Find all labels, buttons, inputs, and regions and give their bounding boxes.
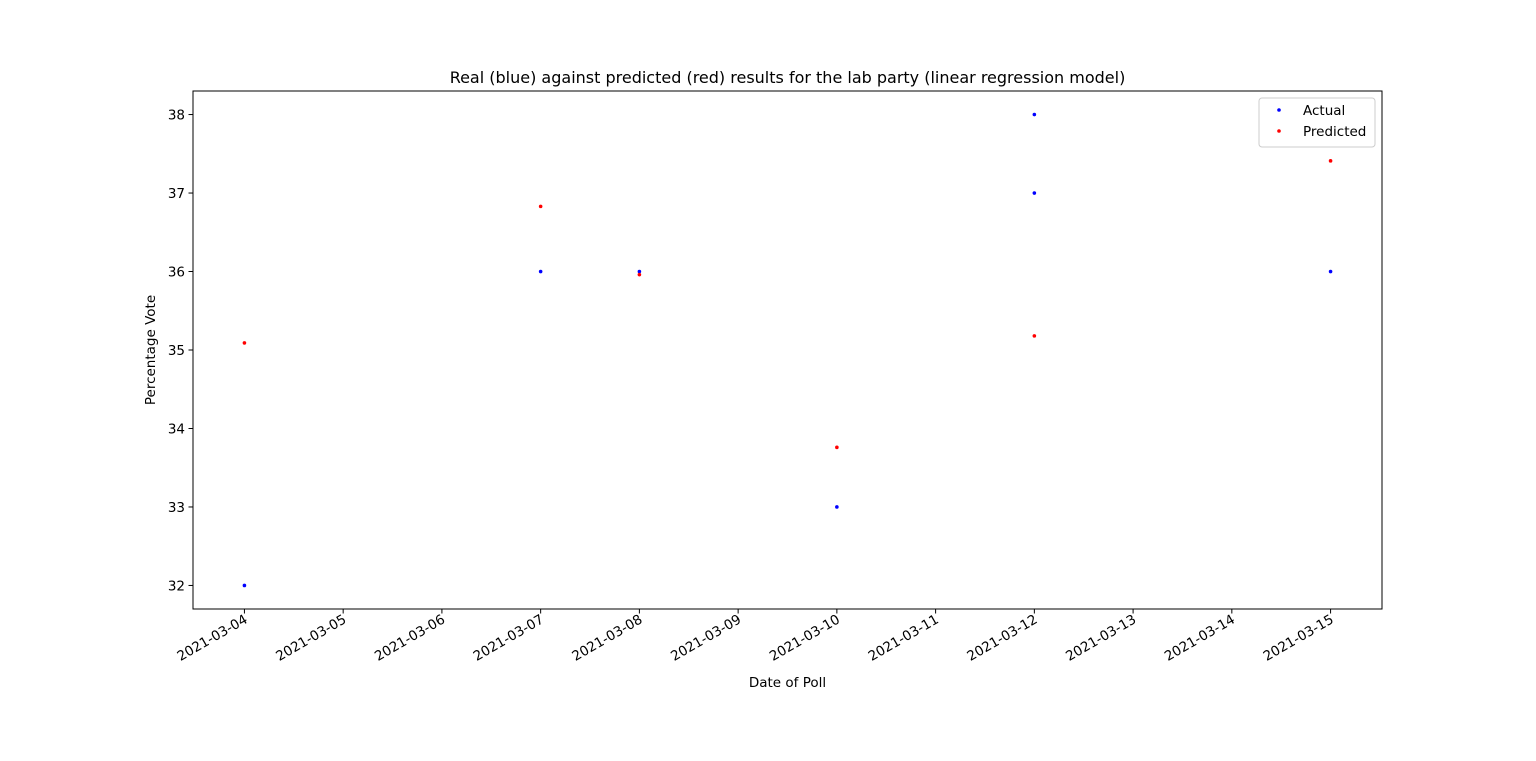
y-tick-label: 34 xyxy=(168,421,185,437)
legend-marker-predicted xyxy=(1277,129,1281,133)
legend-box xyxy=(1258,97,1376,148)
legend-marker-actual xyxy=(1277,108,1281,112)
actual-point xyxy=(538,269,543,274)
predicted-point xyxy=(1032,334,1037,338)
actual-point xyxy=(242,583,247,588)
y-axis-label: Percentage Vote xyxy=(143,295,159,405)
predicted-point xyxy=(1328,159,1333,163)
predicted-point xyxy=(242,341,247,345)
actual-point xyxy=(835,505,839,509)
legend-label-predicted: Predicted xyxy=(1303,124,1366,140)
y-tick-label: 37 xyxy=(168,186,185,202)
x-axis-label: Date of Poll xyxy=(749,675,826,691)
predicted-point xyxy=(637,272,642,277)
predicted-point xyxy=(835,445,839,450)
y-tick-label: 38 xyxy=(168,108,185,124)
actual-point xyxy=(1032,112,1037,117)
y-tick-label: 32 xyxy=(168,578,185,594)
chart-title: Real (blue) against predicted (red) resu… xyxy=(450,68,1126,87)
y-tick-label: 33 xyxy=(168,500,185,516)
y-tick-label: 36 xyxy=(168,265,185,281)
actual-point xyxy=(1032,191,1037,195)
actual-point xyxy=(637,269,642,274)
y-tick-label: 35 xyxy=(168,343,185,359)
actual-point xyxy=(1328,269,1333,274)
predicted-point xyxy=(538,204,543,209)
legend-label-actual: Actual xyxy=(1303,103,1345,119)
